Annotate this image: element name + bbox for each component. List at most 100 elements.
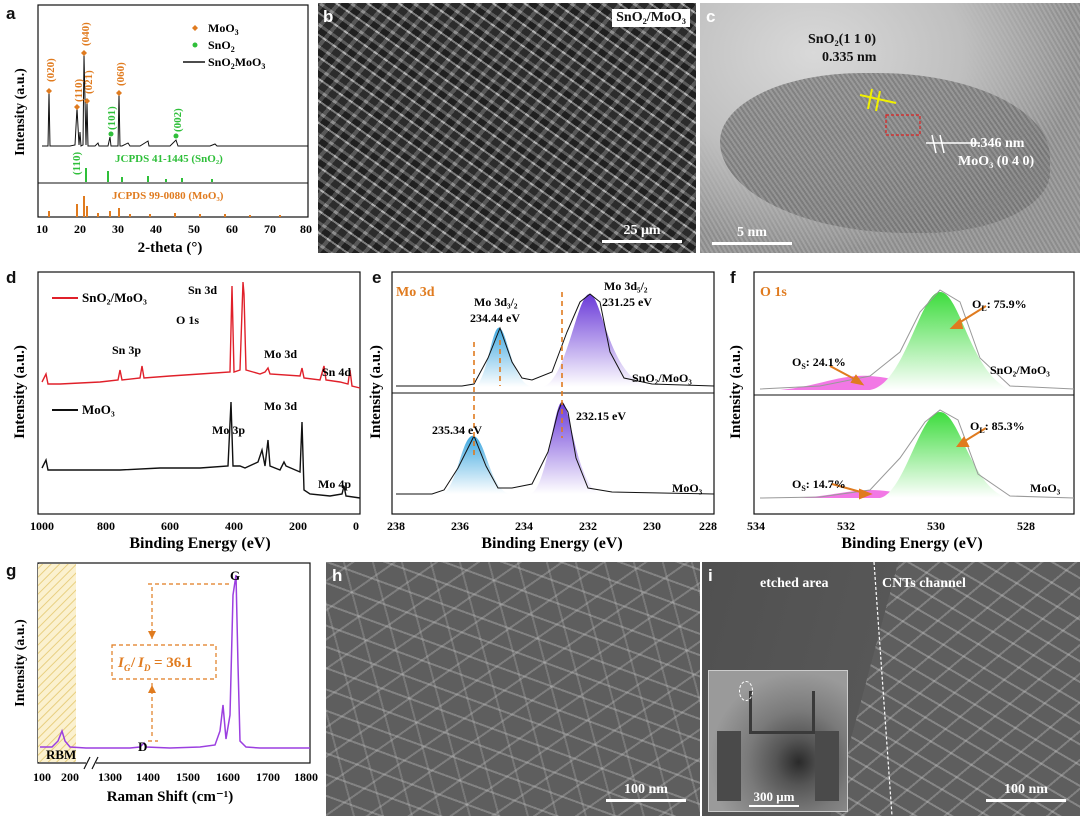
xps-survey-moo3 [41,401,361,499]
panel-b-sem-image: b SnO₂/MoO₃ 25 μm [318,3,696,253]
panel-a: a [0,0,320,260]
xrd-chart: (020) (110) (040) (021) (101) (060) (002… [13,4,312,256]
o1s-annotations: OL: 75.9% OS: 24.1% OL: 85.3% OS: 14.7% … [792,297,1061,495]
svg-text:OL: 75.9%: OL: 75.9% [972,297,1027,313]
peak-label-020: (020) [45,58,57,82]
scale-bar-b: 25 μm [602,223,682,243]
svg-text:Mo 3d: Mo 3d [264,347,297,361]
panel-label-g: g [6,561,17,580]
svg-text:= 36.1: = 36.1 [154,655,193,671]
svg-text:1400: 1400 [136,770,160,784]
svg-text:234: 234 [515,519,533,533]
svg-text:400: 400 [225,519,243,533]
xrd-xticks: 10 20 30 40 50 60 70 80 [36,222,312,236]
svg-text:235.34 eV: 235.34 eV [432,423,482,437]
peak-label-060: (060) [115,62,127,86]
rbm-region [38,564,76,762]
raman-peak-labels: RBM D G [46,568,240,762]
svg-text:O 1s: O 1s [176,313,199,327]
xrd-ylabel: Intensity (a.u.) [13,68,28,156]
svg-text:1500: 1500 [176,770,200,784]
tem-annotation-sno2: SnO₂(1 1 0) 0.335 nm [808,32,877,65]
panel-label-c: c [706,7,716,26]
cnt-channel-label: CNTs channel [882,576,966,591]
panel-label-d: d [6,268,17,287]
svg-text:SnO₂/MoO₃: SnO₂/MoO₃ [82,290,147,305]
raman-xticks: 100 200 1300 1400 1500 1600 1700 1800 [33,770,318,784]
o1s-chart: O 1s OL: 75.9% OS: 24.1% OL: 85.3% OS: 1… [728,271,1075,552]
svg-text:SnO2MoO3: SnO2MoO3 [208,55,265,71]
svg-text:0: 0 [353,519,359,533]
svg-text:20: 20 [74,222,86,236]
svg-text:50: 50 [188,222,200,236]
svg-text:30: 30 [112,222,124,236]
svg-text:MoO₃: MoO₃ [82,402,115,417]
sno2-reference-lines [85,168,213,182]
boundary-line [873,562,893,816]
mo3d-top-peak-32 [474,327,532,387]
tem-markers [859,88,980,154]
mo3d-annotations: Mo 3d₃/₂ 234.44 eV Mo 3d₅/₂ 231.25 eV 23… [432,279,703,495]
svg-text:D: D [138,739,147,754]
svg-text:Sn 3p: Sn 3p [112,343,141,357]
svg-text:/: / [130,655,136,671]
svg-text:530: 530 [927,519,945,533]
svg-text:1300: 1300 [98,770,122,784]
svg-text:RBM: RBM [46,747,76,762]
xps-survey-legend: SnO₂/MoO₃ MoO₃ [52,290,147,417]
o1s-bottom-ol [880,412,1010,498]
svg-text:234.44 eV: 234.44 eV [470,311,520,325]
svg-text:532: 532 [837,519,855,533]
raman-chart: I G / I D = 36.1 RBM D G 100 200 1300 1400… [13,562,318,805]
svg-text:MoO₃: MoO₃ [1030,481,1061,495]
svg-text:238: 238 [387,519,405,533]
svg-text:1800: 1800 [294,770,318,784]
svg-text:D: D [143,663,151,673]
ref-label-moo3: JCPDS 99-0080 (MoO₃) [112,190,224,202]
scale-bar-h: 100 nm [606,782,686,802]
svg-text:534: 534 [747,519,765,533]
svg-text:Mo 4p: Mo 4p [318,477,351,491]
o1s-xlabel: Binding Energy (eV) [841,535,982,552]
svg-text:60: 60 [226,222,238,236]
peak-label-021: (021) [83,70,95,94]
xps-survey-xticks: 1000 800 600 400 200 0 [30,519,359,533]
raman-spectrum [40,574,310,749]
panel-f: f O 1s OL: 75.9% OS: 24.1% OL: 85.3% OS:… [720,262,1080,552]
svg-text:1000: 1000 [30,519,54,533]
svg-text:40: 40 [150,222,162,236]
mo3d-bottom-envelope [396,400,715,495]
peak-label-002: (002) [172,108,184,132]
xps-survey-ylabel: Intensity (a.u.) [12,345,28,439]
mo3d-xlabel: Binding Energy (eV) [481,535,622,552]
panel-i-device-image: i etched area CNTs channel 300 μm 100 nm [702,562,1080,816]
xrd-frame [37,4,309,218]
o1s-bottom-envelope [759,409,1075,499]
mo3d-top-envelope [396,293,715,387]
xps-survey-chart: SnO₂/MoO₃ MoO₃ Sn 3d O 1s Sn 3p Mo 3d Sn… [12,271,361,552]
svg-text:200: 200 [61,770,79,784]
ratio-guides [111,583,232,742]
scale-bar-inset: 300 μm [749,789,799,807]
svg-text:236: 236 [451,519,469,533]
o1s-xticks: 534 532 530 528 [747,519,1035,533]
mo3d-bottom-peak-52 [530,402,602,494]
ratio-label: I G / I D = 36.1 [117,655,193,673]
panel-label-b: b [323,7,334,26]
svg-text:MoO3: MoO3 [208,21,239,37]
panel-label-h: h [332,566,343,585]
xrd-xlabel: 2-theta (°) [138,240,203,256]
peak-label-110-sno2: (110) [71,151,83,175]
xps-survey-xlabel: Binding Energy (eV) [129,535,270,552]
panel-label-i: i [708,566,713,585]
panel-g: g I G / I D = 36.1 [0,555,318,819]
sem-title: SnO₂/MoO₃ [612,9,690,27]
svg-text:SnO₂/MoO₃: SnO₂/MoO₃ [632,371,692,385]
svg-text:228: 228 [699,519,717,533]
scale-bar-i: 100 nm [986,782,1066,802]
panel-label-a: a [6,4,16,23]
raman-ylabel: Intensity (a.u.) [13,619,28,707]
svg-text:232.15 eV: 232.15 eV [576,409,626,423]
peak-label-040: (040) [80,22,92,46]
scale-bar-c: 5 nm [712,225,792,245]
